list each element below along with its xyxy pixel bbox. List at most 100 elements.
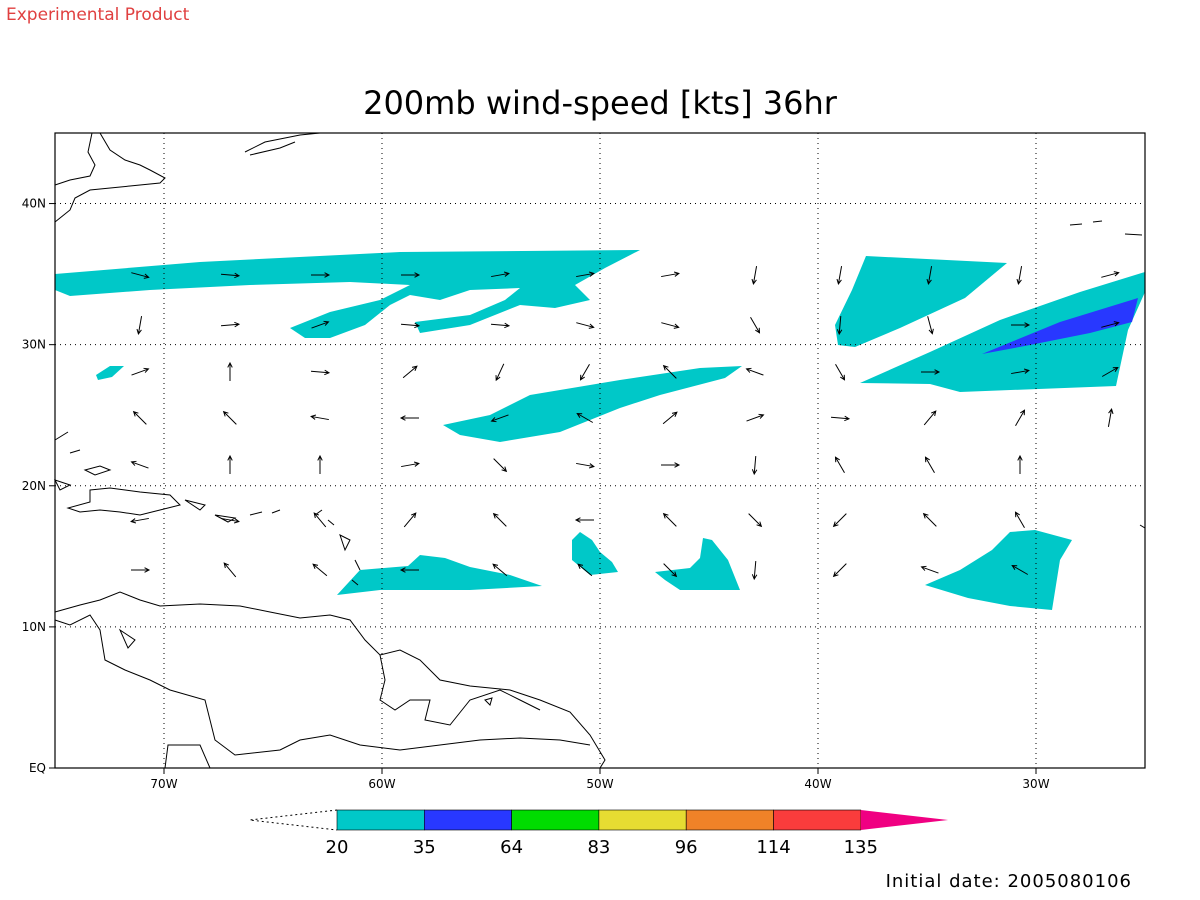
colorbar-segment <box>511 809 600 831</box>
shade-area <box>337 555 542 595</box>
wind-arrow <box>495 363 505 382</box>
product-label: Experimental Product <box>6 5 190 25</box>
wind-arrow <box>576 462 595 469</box>
colorbar: 20 35 64 83 96 114 135 <box>249 809 949 858</box>
wind-arrow <box>579 363 590 381</box>
wind-arrow <box>221 517 240 524</box>
colorbar-label: 35 <box>413 837 436 858</box>
y-tick-label: 40N <box>22 197 46 211</box>
wind-arrow <box>1011 368 1030 375</box>
wind-arrow <box>926 266 933 285</box>
x-tick-label: 60W <box>368 777 395 791</box>
wind-arrow <box>1011 564 1029 575</box>
wind-arrow <box>312 563 328 577</box>
wind-arrow <box>663 563 678 578</box>
wind-arrow <box>836 266 843 285</box>
wind-arrow <box>131 567 151 573</box>
wind-arrow <box>490 322 511 329</box>
colorbar-under <box>249 809 338 831</box>
wind-arrow <box>131 367 150 376</box>
wind-arrow <box>1107 408 1114 427</box>
wind-arrow <box>751 266 758 285</box>
wind-arrow <box>310 369 331 376</box>
colorbar-label: 20 <box>326 837 349 858</box>
wind-arrow <box>576 271 595 278</box>
wind-arrow <box>1015 409 1026 427</box>
wind-arrow <box>403 512 417 528</box>
initial-date: Initial date: 2005080106 <box>886 871 1132 892</box>
wind-arrow <box>317 454 323 474</box>
wind-arrow <box>402 365 418 379</box>
colorbar-label: 64 <box>500 837 523 858</box>
wind-arrow <box>401 461 420 468</box>
colorbar-segment <box>423 809 512 831</box>
colorbar-segment <box>773 809 862 831</box>
coastline <box>54 132 166 223</box>
wind-arrow <box>830 415 851 422</box>
wind-arrow <box>490 414 509 423</box>
y-tick-label: 30N <box>22 338 46 352</box>
wind-arrow <box>922 512 937 527</box>
wind-arrow <box>751 455 758 476</box>
colorbar-label: 135 <box>844 837 878 858</box>
wind-arrow <box>661 271 680 278</box>
grid: 70W 60W 50W 40W 30W EQ 10N 20N 30N 40N <box>22 133 1145 791</box>
wind-arrow <box>227 454 233 474</box>
x-tick-label: 70W <box>150 777 177 791</box>
wind-arrow <box>751 560 758 581</box>
wind-arrow <box>662 411 678 425</box>
shade-area <box>55 250 640 338</box>
shade-area <box>655 538 740 590</box>
wind-arrow <box>834 456 845 474</box>
wind-arrow <box>1101 321 1120 328</box>
y-tick-label: EQ <box>29 761 46 775</box>
shade-area <box>982 298 1138 354</box>
shade-area <box>96 366 124 380</box>
y-tick-label: 20N <box>22 479 46 493</box>
colorbar-label: 114 <box>756 837 790 858</box>
wind-arrow <box>576 322 595 329</box>
wind-arrow <box>574 517 594 523</box>
wind-arrow <box>401 272 421 278</box>
shade-area <box>835 256 1007 347</box>
wind-arrow <box>661 462 681 468</box>
wind-arrow <box>310 414 329 421</box>
y-tick-label: 10N <box>22 620 46 634</box>
wind-arrow <box>130 517 149 524</box>
wind-arrow <box>921 369 941 375</box>
wind-vectors <box>130 266 1120 581</box>
wind-arrow <box>132 410 147 425</box>
wind-arrow <box>746 413 765 422</box>
colorbar-label: 83 <box>587 837 610 858</box>
wind-arrow <box>745 367 764 376</box>
colorbar-segment <box>336 809 425 831</box>
wind-arrow <box>493 458 508 473</box>
wind-arrow <box>131 272 150 279</box>
wind-arrow <box>920 565 939 574</box>
wind-arrow <box>223 562 237 578</box>
coastline <box>244 132 321 156</box>
shade-area <box>925 530 1072 610</box>
wind-arrow <box>136 316 143 335</box>
wind-arrow <box>577 563 593 577</box>
colorbar-segment <box>598 809 687 831</box>
wind-arrow <box>750 316 761 334</box>
coastline <box>314 509 361 586</box>
x-tick-label: 40W <box>804 777 831 791</box>
wind-arrow <box>748 513 763 528</box>
wind-arrow <box>492 512 507 527</box>
shade-area <box>860 272 1145 392</box>
coastline <box>54 431 281 523</box>
wind-arrow <box>399 567 419 573</box>
coastline <box>54 591 606 769</box>
wind-arrow <box>832 563 847 578</box>
chart-title: 200mb wind-speed [kts] 36hr <box>363 84 838 122</box>
wind-arrow <box>576 412 594 423</box>
wind-arrow <box>836 315 843 336</box>
wind-arrow <box>1011 322 1031 328</box>
wind-arrow <box>927 316 934 335</box>
wind-arrow <box>832 513 847 528</box>
coastline <box>1069 220 1143 236</box>
wind-arrow <box>1016 266 1023 285</box>
